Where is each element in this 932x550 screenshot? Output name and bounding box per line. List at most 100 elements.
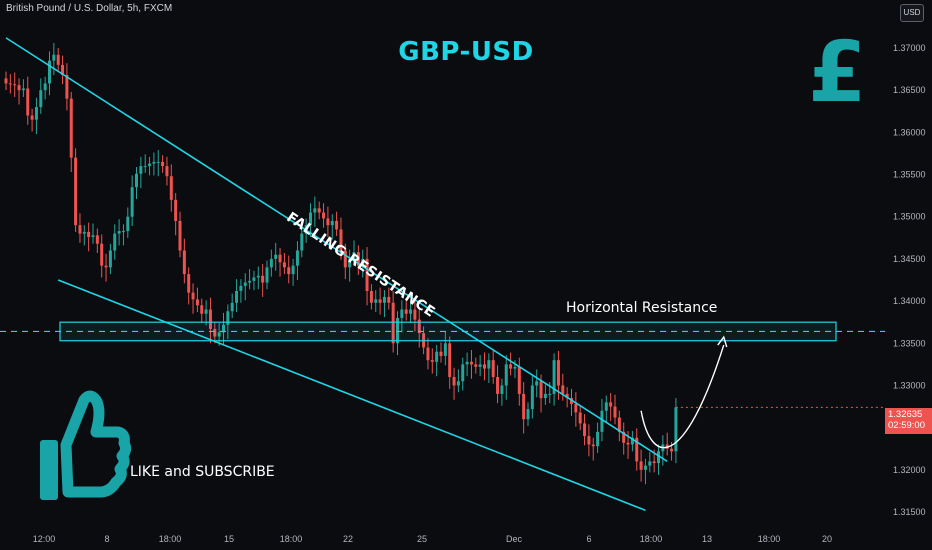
candle-body	[82, 231, 86, 234]
candle-body	[156, 161, 160, 163]
time-tick-label: 6	[586, 534, 591, 544]
price-tick-label: 1.36000	[893, 127, 926, 137]
candle-body	[465, 361, 469, 365]
candle-body	[300, 233, 304, 251]
candle-body	[609, 402, 613, 407]
candle-body	[117, 231, 121, 234]
candle-body	[200, 305, 204, 314]
time-tick-label: 8	[104, 534, 109, 544]
candle-body	[139, 166, 143, 174]
candle-body	[604, 402, 608, 411]
candle-body	[339, 229, 343, 251]
candle-body	[204, 309, 208, 314]
candle-body	[600, 410, 604, 432]
candle-body	[13, 84, 17, 86]
candle-body	[322, 212, 326, 219]
candle-body	[108, 250, 112, 268]
projection-arrowhead	[717, 335, 728, 348]
candle-body	[417, 319, 421, 334]
price-tick-label: 1.31500	[893, 507, 926, 517]
candle-body	[469, 361, 473, 365]
candle-body	[278, 254, 282, 263]
candle-body	[256, 275, 260, 278]
candle-body	[517, 366, 521, 394]
candle-body	[365, 258, 369, 291]
candle-body	[87, 231, 91, 237]
candle-body	[400, 309, 404, 318]
falling-resistance-line	[5, 37, 668, 463]
candle-body	[565, 393, 569, 399]
candle-body	[461, 364, 465, 382]
candle-body	[543, 393, 547, 399]
candle-body	[235, 290, 239, 303]
candle-body	[91, 235, 95, 237]
time-tick-label: 18:00	[159, 534, 182, 544]
candle-body	[65, 74, 69, 99]
candle-body	[174, 199, 178, 221]
last-price-badge: 1.32635 02:59:00	[885, 408, 932, 434]
candle-body	[356, 252, 360, 266]
candle-body	[639, 461, 643, 470]
falling-support-line	[57, 279, 646, 512]
candle-body	[326, 218, 330, 226]
candle-body	[195, 299, 199, 306]
candle-body	[587, 436, 591, 445]
candle-body	[413, 309, 417, 320]
pound-sign-logo: £	[808, 23, 867, 121]
price-tick-label: 1.33500	[893, 338, 926, 348]
candle-body	[8, 83, 12, 85]
candle-body	[52, 54, 56, 61]
candle-body	[313, 208, 317, 213]
candle-body	[500, 385, 504, 394]
candle-body	[578, 412, 582, 424]
candle-body	[291, 265, 295, 275]
candle-body	[265, 267, 269, 283]
trend-lines-layer	[0, 37, 885, 512]
candle-body	[474, 364, 478, 367]
price-axis: 1.37000 1.36500 1.36000 1.35500 1.35000 1.345…	[893, 43, 926, 517]
candle-body	[248, 280, 252, 283]
price-tick-label: 1.35000	[893, 212, 926, 222]
candle-body	[191, 292, 195, 300]
currency-button[interactable]: USD	[900, 4, 924, 22]
candle-body	[674, 407, 678, 452]
candle-body	[135, 173, 138, 188]
candle-body	[126, 216, 130, 232]
candle-body	[435, 351, 439, 362]
candle-body	[396, 317, 399, 344]
candle-body	[652, 461, 656, 464]
candle-body	[252, 277, 256, 281]
candle-body	[34, 107, 38, 120]
candle-body	[274, 254, 278, 259]
candle-body	[361, 258, 365, 266]
time-tick-label: 18:00	[280, 534, 303, 544]
candle-body	[309, 212, 312, 226]
candle-body	[161, 161, 165, 167]
candle-body	[561, 385, 565, 394]
candle-body	[213, 328, 217, 337]
price-tick-label: 1.37000	[893, 43, 926, 53]
time-axis: 12:00 8 18:00 15 18:00 22 25 Dec 6 18:00 13 18:00 20	[33, 534, 832, 544]
chart-title: GBP-USD	[398, 37, 534, 67]
time-tick-label: 25	[417, 534, 427, 544]
price-tick-label: 1.32000	[893, 465, 926, 475]
candle-body	[74, 157, 78, 226]
candle-body	[348, 258, 352, 268]
candle-body	[509, 364, 513, 369]
candle-body	[48, 60, 51, 84]
candle-body	[17, 85, 21, 91]
candle-body	[583, 423, 587, 437]
candle-body	[100, 243, 104, 266]
like-subscribe-label: LIKE and SUBSCRIBE	[130, 464, 275, 480]
candle-body	[282, 262, 286, 268]
candle-body	[504, 364, 508, 386]
candle-body	[513, 366, 517, 369]
candle-body	[330, 220, 334, 226]
candle-body	[378, 299, 382, 303]
candle-body	[574, 404, 578, 413]
candle-body	[439, 351, 443, 356]
candle-body	[261, 275, 265, 283]
price-tick-label: 1.34500	[893, 254, 926, 264]
candle-body	[56, 54, 60, 65]
